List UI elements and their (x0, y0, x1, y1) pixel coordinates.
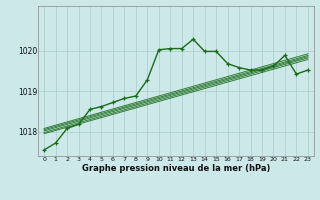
X-axis label: Graphe pression niveau de la mer (hPa): Graphe pression niveau de la mer (hPa) (82, 164, 270, 173)
